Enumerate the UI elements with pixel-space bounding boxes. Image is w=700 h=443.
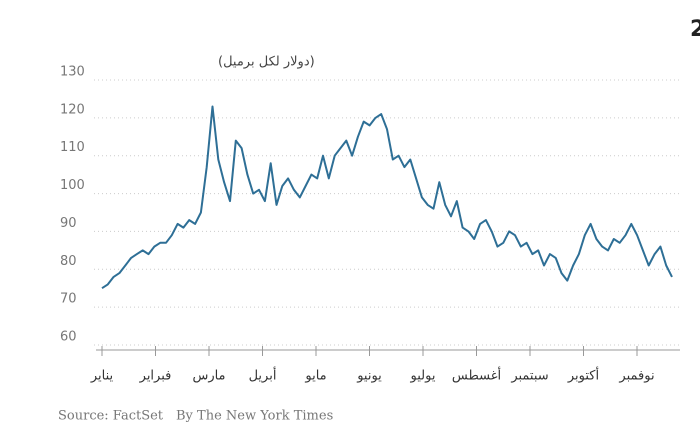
source: Source: FactSet [58,409,164,424]
x-tick-label: أبريل [249,367,277,384]
y-tick-label: 80 [60,254,77,269]
x-tick-label: يناير [90,369,114,384]
x-tick-label: سبتمبر [510,369,548,384]
y-tick-label: 120 [60,102,85,117]
x-tick-label: يوليو [410,369,436,384]
x-tick-label: مايو [304,369,326,384]
chart-subtitle: (دولار لكل برميل) [218,55,315,70]
x-tick-label: مارس [192,369,225,384]
y-tick-label: 90 [60,216,77,231]
credit: By The New York Times [176,409,333,424]
x-tick-label: أغسطس [452,367,501,384]
x-tick-label: يونيو [356,369,382,384]
y-tick-label: 100 [60,178,85,193]
y-tick-label: 60 [60,330,77,345]
y-tick-label: 70 [60,292,77,307]
x-tick-label: نوفمبر [618,369,654,384]
y-tick-label: 110 [60,140,85,155]
x-tick-label: فبراير [139,369,172,384]
y-tick-label: 130 [60,65,85,80]
x-tick-label: أكتوبر [567,367,599,384]
chart-title: سعر خام غرب تكساس الوسيط خلال عام 2022 [690,17,700,42]
price-line [101,105,673,290]
